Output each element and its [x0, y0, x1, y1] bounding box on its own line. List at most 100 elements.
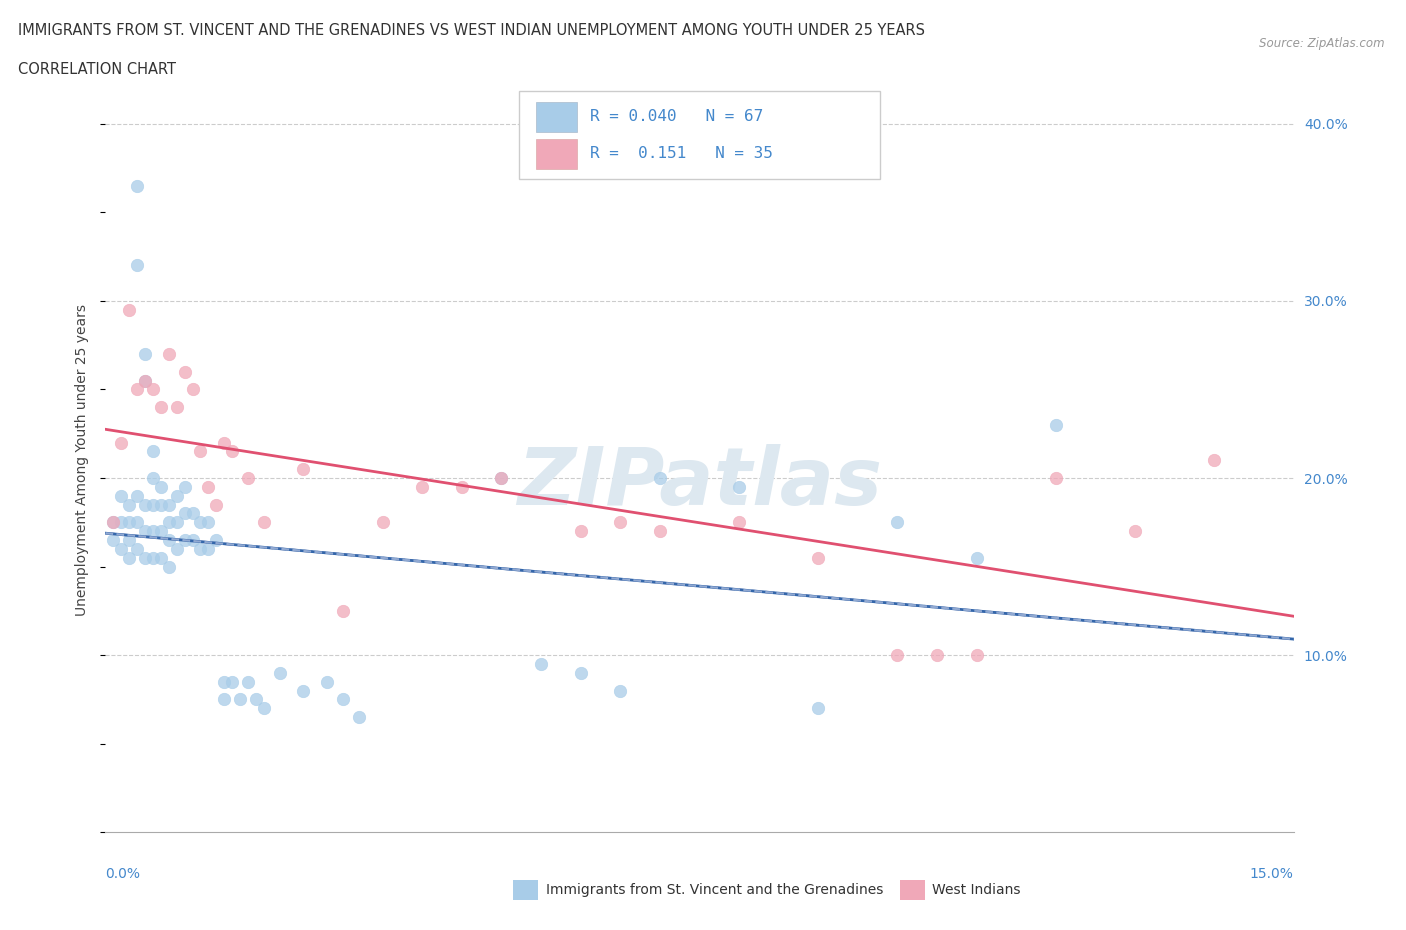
Point [127, 488, 149, 503]
Point [316, 674, 339, 689]
Point [157, 498, 180, 512]
Point [221, 674, 243, 689]
Text: R =  0.151   N = 35: R = 0.151 N = 35 [591, 146, 773, 161]
Point [197, 480, 219, 495]
Point [110, 488, 132, 503]
Point [110, 435, 132, 450]
Point [166, 400, 188, 415]
Point [491, 471, 513, 485]
Point [110, 515, 132, 530]
Point [166, 541, 188, 556]
Point [229, 692, 252, 707]
Point [173, 506, 195, 521]
FancyBboxPatch shape [536, 101, 576, 131]
Point [134, 498, 156, 512]
Point [609, 515, 631, 530]
Point [569, 524, 592, 538]
Text: 15.0%: 15.0% [1250, 867, 1294, 881]
Text: CORRELATION CHART: CORRELATION CHART [18, 62, 176, 77]
Point [149, 400, 172, 415]
Point [134, 347, 156, 362]
Point [1204, 453, 1226, 468]
Point [103, 515, 125, 530]
Point [166, 515, 188, 530]
Point [253, 515, 276, 530]
Point [149, 551, 172, 565]
Point [110, 541, 132, 556]
Text: ZIPatlas: ZIPatlas [517, 444, 882, 522]
Point [103, 533, 125, 548]
Point [181, 506, 204, 521]
Point [221, 444, 243, 458]
Point [292, 684, 315, 698]
Text: Source: ZipAtlas.com: Source: ZipAtlas.com [1260, 37, 1385, 50]
Point [181, 533, 204, 548]
FancyBboxPatch shape [536, 139, 576, 168]
Point [347, 710, 370, 724]
Point [648, 524, 671, 538]
Point [173, 365, 195, 379]
Point [134, 373, 156, 388]
Point [609, 684, 631, 698]
Point [157, 533, 180, 548]
Point [292, 462, 315, 477]
Point [142, 382, 165, 397]
Point [245, 692, 267, 707]
Point [925, 648, 948, 663]
Point [181, 382, 204, 397]
Point [118, 498, 141, 512]
Point [648, 471, 671, 485]
Point [269, 666, 291, 681]
Point [1045, 471, 1067, 485]
FancyBboxPatch shape [519, 90, 880, 179]
Point [236, 471, 259, 485]
Text: 0.0%: 0.0% [105, 867, 141, 881]
Point [728, 515, 751, 530]
Point [157, 347, 180, 362]
Point [127, 515, 149, 530]
Point [142, 551, 165, 565]
Point [190, 541, 212, 556]
Point [127, 258, 149, 272]
Point [142, 524, 165, 538]
Point [173, 533, 195, 548]
Point [197, 515, 219, 530]
Point [332, 692, 354, 707]
Point [157, 515, 180, 530]
Point [1045, 418, 1067, 432]
Point [214, 435, 236, 450]
Point [118, 515, 141, 530]
Point [157, 559, 180, 574]
Point [127, 382, 149, 397]
Point [807, 701, 830, 716]
Point [118, 551, 141, 565]
Point [173, 480, 195, 495]
Point [530, 657, 553, 671]
Y-axis label: Unemployment Among Youth under 25 years: Unemployment Among Youth under 25 years [76, 304, 90, 617]
Point [371, 515, 394, 530]
Point [134, 524, 156, 538]
Point [134, 373, 156, 388]
Point [149, 480, 172, 495]
Point [253, 701, 276, 716]
Point [127, 541, 149, 556]
Point [205, 533, 228, 548]
Point [142, 471, 165, 485]
Point [886, 648, 908, 663]
Point [118, 533, 141, 548]
Point [966, 551, 988, 565]
Point [491, 471, 513, 485]
Point [214, 692, 236, 707]
Point [569, 666, 592, 681]
Point [332, 604, 354, 618]
Point [966, 648, 988, 663]
Point [118, 302, 141, 317]
Point [142, 444, 165, 458]
Text: Immigrants from St. Vincent and the Grenadines: Immigrants from St. Vincent and the Gren… [546, 883, 883, 897]
Point [197, 541, 219, 556]
Point [411, 480, 433, 495]
Point [190, 515, 212, 530]
Point [149, 498, 172, 512]
Point [149, 524, 172, 538]
Text: West Indians: West Indians [932, 883, 1021, 897]
